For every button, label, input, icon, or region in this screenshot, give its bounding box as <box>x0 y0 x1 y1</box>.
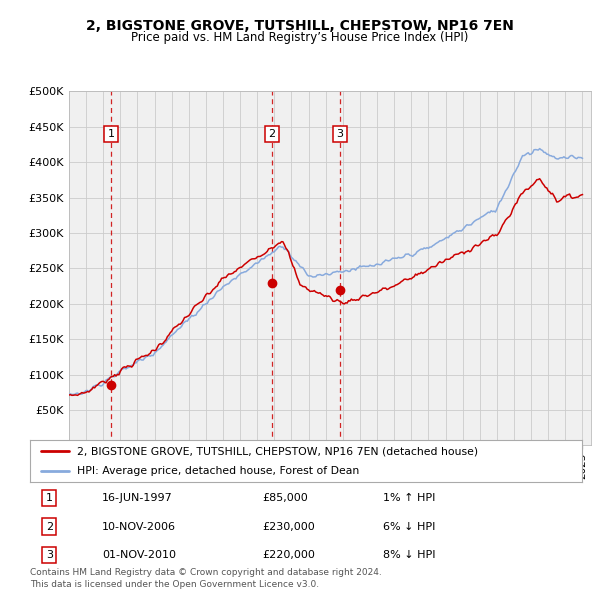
Text: 1: 1 <box>46 493 53 503</box>
Text: 10-NOV-2006: 10-NOV-2006 <box>102 522 176 532</box>
Text: 01-NOV-2010: 01-NOV-2010 <box>102 550 176 560</box>
Text: 2, BIGSTONE GROVE, TUTSHILL, CHEPSTOW, NP16 7EN (detached house): 2, BIGSTONE GROVE, TUTSHILL, CHEPSTOW, N… <box>77 446 478 456</box>
Text: HPI: Average price, detached house, Forest of Dean: HPI: Average price, detached house, Fore… <box>77 466 359 476</box>
Text: 6% ↓ HPI: 6% ↓ HPI <box>383 522 436 532</box>
Text: 2, BIGSTONE GROVE, TUTSHILL, CHEPSTOW, NP16 7EN: 2, BIGSTONE GROVE, TUTSHILL, CHEPSTOW, N… <box>86 19 514 33</box>
Text: Price paid vs. HM Land Registry’s House Price Index (HPI): Price paid vs. HM Land Registry’s House … <box>131 31 469 44</box>
Text: 1: 1 <box>107 129 115 139</box>
Text: £220,000: £220,000 <box>262 550 315 560</box>
Text: 3: 3 <box>337 129 344 139</box>
Text: £230,000: £230,000 <box>262 522 314 532</box>
Text: 1% ↑ HPI: 1% ↑ HPI <box>383 493 436 503</box>
Text: 8% ↓ HPI: 8% ↓ HPI <box>383 550 436 560</box>
Text: 16-JUN-1997: 16-JUN-1997 <box>102 493 173 503</box>
Text: 3: 3 <box>46 550 53 560</box>
Text: Contains HM Land Registry data © Crown copyright and database right 2024.
This d: Contains HM Land Registry data © Crown c… <box>30 568 382 589</box>
Text: 2: 2 <box>268 129 275 139</box>
Text: £85,000: £85,000 <box>262 493 308 503</box>
Text: 2: 2 <box>46 522 53 532</box>
